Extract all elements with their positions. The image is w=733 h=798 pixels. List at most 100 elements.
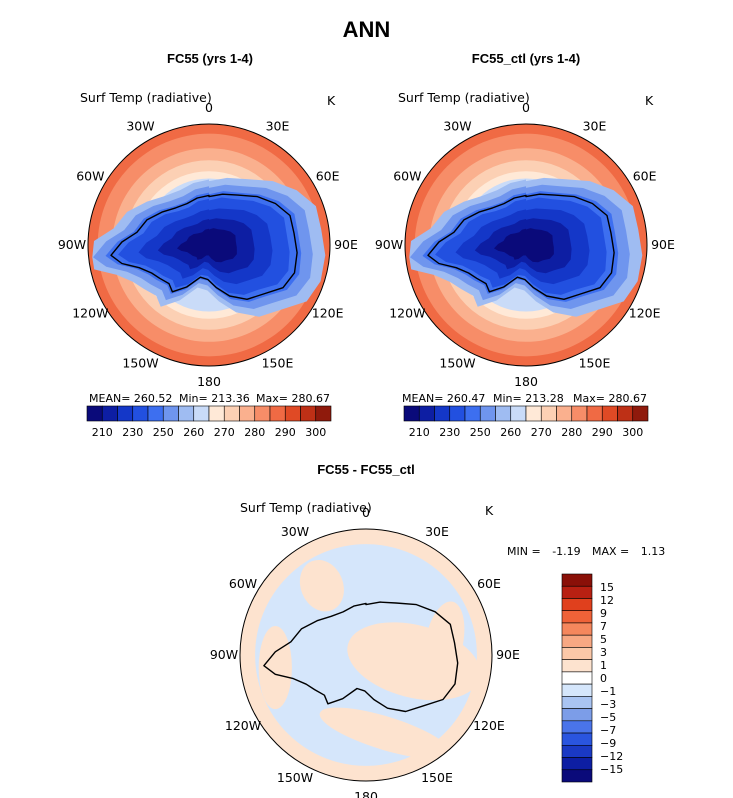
longitude-label: 60E [477,576,501,591]
positive-anomaly-region [258,626,292,710]
units-label: K [485,503,494,518]
positive-anomaly-region [240,529,492,781]
colorbar-swatch [632,405,649,422]
colorbar-tick-label: 230 [439,426,460,439]
panel-title: FC55_ctl (yrs 1-4) [471,51,581,66]
coastline [110,193,298,300]
longitude-label: 30E [425,524,449,539]
colorbar-tick-label: 290 [592,426,613,439]
min-value: 213.36 [211,392,250,405]
stats-max: MAX = 1.13 [592,545,665,558]
variable-label: Surf Temp (radiative) [240,500,372,515]
colorbar-tick-label: 270 [214,426,235,439]
longitude-label: 180 [197,374,221,389]
colorbar-swatch [561,696,593,709]
colorbar-tick-label: 250 [470,426,491,439]
stats-max: Max= 280.67 [573,392,647,405]
colorbar-swatch [561,769,593,783]
mean-label: MEAN= [89,392,131,405]
colorbar-swatch [561,744,593,758]
colorbar-swatch [561,683,593,697]
map-border [239,528,493,782]
longitude-label: 30E [266,118,290,133]
colorbar-tick-label: 1 [600,659,607,672]
max-label: Max= [573,392,605,405]
longitude-label: 60E [316,169,340,184]
colorbar-swatch [315,405,332,422]
longitude-label: 30E [583,118,607,133]
colorbar-swatch [561,659,593,673]
temperature-contour [177,228,237,263]
longitude-label: 0 [362,505,370,520]
stats-min: Min= 213.36 [179,392,250,405]
longitude-label: 150E [579,356,611,371]
max-label: MAX = [592,545,630,558]
colorbar-swatch [561,598,593,612]
colorbar-swatch [561,634,593,648]
colorbar-swatch [561,585,593,599]
longitude-label: 30W [281,524,309,539]
coastline [427,193,615,300]
stats-mean: MEAN= 260.47 [402,392,485,405]
map-border [404,123,648,367]
colorbar-tick-label: −9 [600,737,616,750]
longitude-label: 150E [421,770,453,785]
colorbar-tick-label: −1 [600,685,616,698]
longitude-label: 150E [262,356,294,371]
colorbar-tick-label: 280 [244,426,265,439]
map-field [88,124,330,366]
variable-label: Surf Temp (radiative) [80,90,212,105]
colorbar: 210 230 250 260 270 280 290 300 [86,405,332,439]
longitude-label: 120W [225,718,261,733]
units-label: K [327,93,336,108]
colorbar-tick-label: 300 [622,426,643,439]
colorbar-tick-label: −7 [600,724,616,737]
longitude-label: 30W [126,118,154,133]
max-value: 280.67 [291,392,330,405]
colorbar-swatch [561,757,593,771]
colorbar-tick-label: 5 [600,633,607,646]
colorbar-tick-label: −12 [600,750,623,763]
longitude-label: 90E [651,237,675,252]
positive-anomaly-region [423,601,465,684]
longitude-label: 60W [76,169,104,184]
colorbar-tick-label: −5 [600,711,616,724]
colorbar-swatch [561,732,593,746]
longitude-label: 120W [389,306,425,321]
colorbar-tick-label: 9 [600,607,607,620]
longitude-label: 90W [58,237,86,252]
longitude-label: 90W [210,647,238,662]
colorbar-swatch [561,647,593,660]
longitude-label: 60W [393,169,421,184]
longitude-label: 90W [375,237,403,252]
colorbar-swatch [561,622,593,636]
positive-anomaly-region [319,707,451,759]
colorbar-tick-label: 210 [409,426,430,439]
longitude-label: 60E [633,169,657,184]
colorbar-tick-label: 7 [600,620,607,633]
stats-mean: MEAN= 260.52 [89,392,172,405]
longitude-label: 120W [72,306,108,321]
colorbar-tick-label: 0 [600,672,607,685]
colorbar-tick-label: 230 [122,426,143,439]
mean-value: 260.52 [133,392,173,405]
map-border [87,123,331,367]
colorbar-swatch [561,671,593,685]
longitude-label: 120E [473,718,505,733]
longitude-label: 120E [312,306,344,321]
map-field [405,124,647,366]
min-label: Min= [179,392,208,405]
stats-max: Max= 280.67 [256,392,330,405]
longitude-label: 180 [514,374,538,389]
min-label: Min= [493,392,522,405]
longitude-label: 60W [229,576,257,591]
colorbar-tick-label: 3 [600,646,607,659]
colorbar-tick-label: 12 [600,594,614,607]
max-label: Max= [256,392,288,405]
colorbar-tick-label: 290 [275,426,296,439]
longitude-label: 120E [629,306,661,321]
longitude-label: 0 [522,100,530,115]
colorbar-tick-label: 15 [600,581,614,594]
